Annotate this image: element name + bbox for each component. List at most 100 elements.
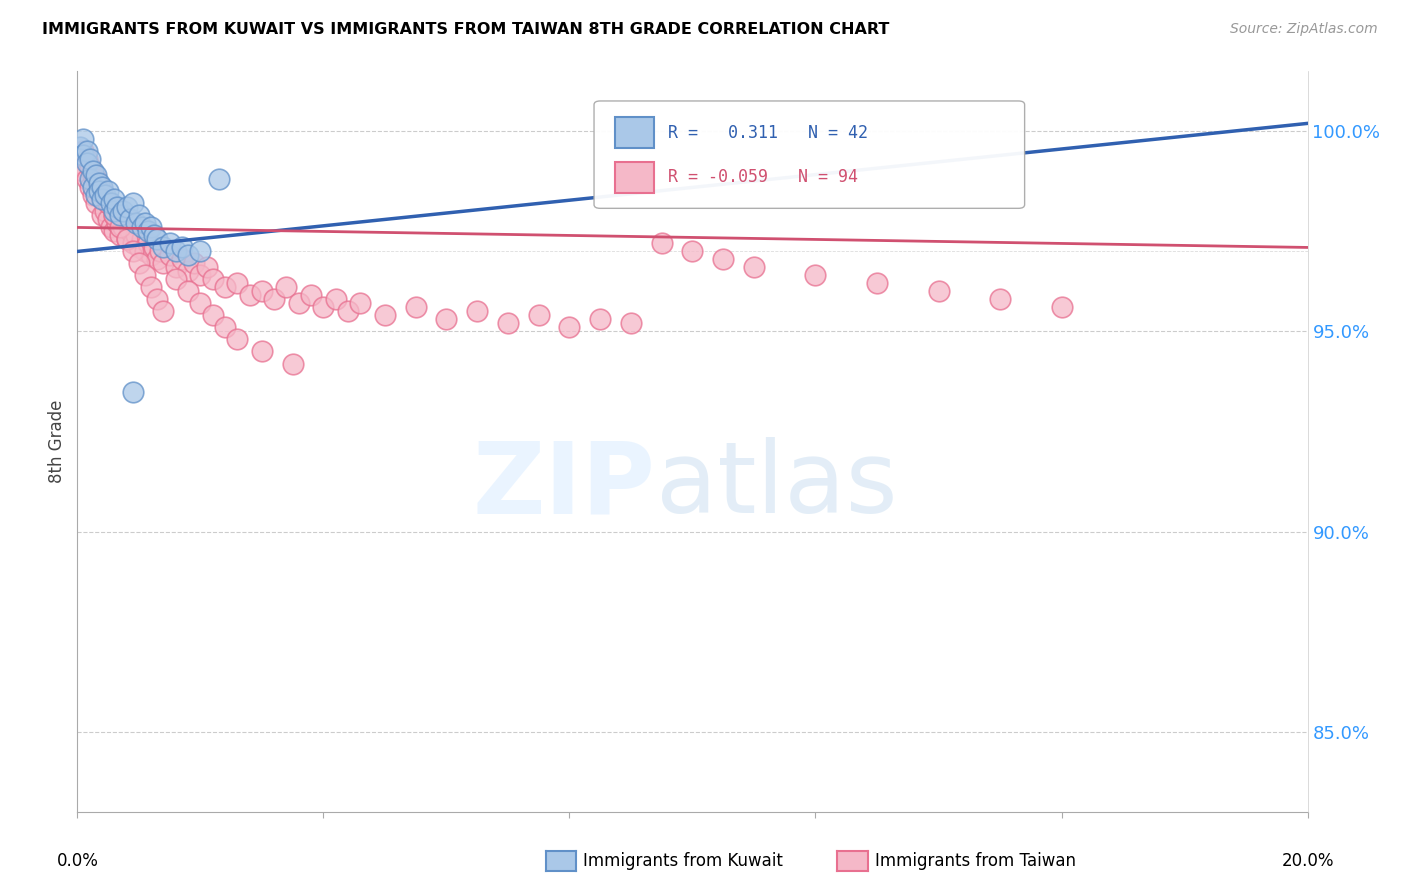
Point bbox=[149, 244, 172, 259]
Point bbox=[299, 288, 322, 302]
Point bbox=[152, 256, 174, 270]
Point bbox=[82, 180, 104, 194]
Point bbox=[165, 272, 187, 286]
Point bbox=[711, 252, 734, 267]
Point bbox=[121, 384, 143, 399]
Point bbox=[100, 196, 122, 211]
Point bbox=[281, 357, 304, 371]
Point bbox=[76, 153, 98, 167]
Point bbox=[250, 344, 273, 359]
Point bbox=[87, 177, 110, 191]
Point bbox=[866, 277, 889, 291]
Point bbox=[121, 236, 143, 251]
Point bbox=[682, 244, 704, 259]
Point bbox=[82, 169, 104, 183]
Point bbox=[115, 232, 138, 246]
Point bbox=[69, 156, 91, 170]
Point bbox=[214, 280, 236, 294]
Point bbox=[239, 288, 262, 302]
Point bbox=[72, 132, 94, 146]
Point bbox=[87, 185, 110, 199]
Point bbox=[94, 204, 117, 219]
Point bbox=[152, 304, 174, 318]
Point bbox=[159, 248, 181, 262]
Point bbox=[69, 140, 91, 154]
Point bbox=[188, 268, 212, 283]
Point bbox=[165, 244, 187, 259]
Point bbox=[110, 220, 132, 235]
Point bbox=[90, 193, 114, 207]
Point bbox=[170, 240, 193, 254]
Point bbox=[79, 153, 101, 167]
Point bbox=[90, 180, 114, 194]
Point bbox=[188, 296, 212, 310]
Text: atlas: atlas bbox=[655, 437, 897, 534]
Point bbox=[325, 293, 347, 307]
Point bbox=[226, 277, 249, 291]
Point bbox=[988, 293, 1011, 307]
Point bbox=[94, 188, 117, 202]
Point bbox=[115, 232, 138, 246]
Text: R = -0.059   N = 94: R = -0.059 N = 94 bbox=[668, 169, 858, 186]
Point bbox=[134, 244, 156, 259]
Point bbox=[141, 220, 163, 235]
Point bbox=[134, 268, 156, 283]
Point bbox=[76, 145, 98, 159]
FancyBboxPatch shape bbox=[614, 161, 654, 193]
Point bbox=[527, 309, 550, 323]
Point bbox=[110, 228, 132, 243]
Point bbox=[141, 248, 163, 262]
Point bbox=[1050, 301, 1073, 315]
Point bbox=[84, 169, 107, 183]
Point bbox=[121, 244, 143, 259]
Point bbox=[170, 252, 193, 267]
Point bbox=[226, 333, 249, 347]
Point bbox=[589, 312, 612, 326]
Point bbox=[84, 196, 107, 211]
Point bbox=[177, 264, 200, 278]
Point bbox=[195, 260, 218, 275]
Point bbox=[84, 188, 107, 202]
Point bbox=[250, 285, 273, 299]
Point bbox=[90, 193, 114, 207]
Point bbox=[125, 228, 148, 243]
Point bbox=[374, 309, 396, 323]
Text: 20.0%: 20.0% bbox=[1281, 853, 1334, 871]
FancyBboxPatch shape bbox=[595, 101, 1025, 209]
Point bbox=[79, 161, 101, 175]
Point bbox=[143, 228, 166, 243]
Point bbox=[620, 317, 643, 331]
Point bbox=[146, 252, 169, 267]
Point bbox=[131, 220, 153, 235]
Point bbox=[134, 216, 156, 230]
Point bbox=[136, 224, 159, 238]
Point bbox=[742, 260, 765, 275]
Point bbox=[651, 236, 673, 251]
Text: Immigrants from Taiwan: Immigrants from Taiwan bbox=[875, 852, 1076, 870]
Point bbox=[115, 201, 138, 215]
Point bbox=[201, 272, 224, 286]
Point bbox=[146, 232, 169, 246]
Point bbox=[188, 244, 212, 259]
Point bbox=[87, 185, 110, 199]
Point bbox=[128, 209, 150, 223]
Point bbox=[312, 301, 335, 315]
Point bbox=[177, 248, 200, 262]
Point bbox=[90, 185, 114, 199]
Point bbox=[105, 201, 128, 215]
Point bbox=[103, 209, 125, 223]
Point bbox=[97, 196, 120, 211]
Text: R =   0.311   N = 42: R = 0.311 N = 42 bbox=[668, 124, 868, 142]
Y-axis label: 8th Grade: 8th Grade bbox=[48, 400, 66, 483]
Point bbox=[165, 260, 187, 275]
Text: ZIP: ZIP bbox=[472, 437, 655, 534]
Point bbox=[128, 240, 150, 254]
Point bbox=[159, 236, 181, 251]
Point bbox=[465, 304, 488, 318]
Point bbox=[82, 188, 104, 202]
Point bbox=[121, 196, 143, 211]
Point bbox=[103, 209, 125, 223]
Point bbox=[131, 232, 153, 246]
Point bbox=[349, 296, 371, 310]
Point bbox=[110, 209, 132, 223]
